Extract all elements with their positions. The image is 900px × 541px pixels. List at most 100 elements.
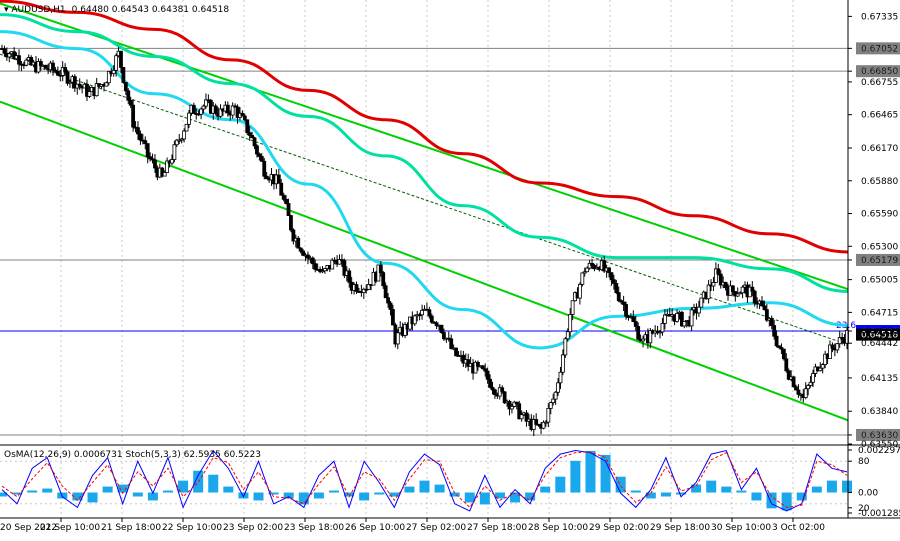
- osma-bar: [600, 454, 611, 493]
- candle-body: [420, 309, 424, 316]
- osma-bar: [419, 480, 430, 493]
- osma-bar: [721, 486, 732, 493]
- x-tick-label: 29 Sep 02:00: [589, 523, 649, 533]
- indicator-tick-label: 20: [858, 504, 870, 514]
- candle-body: [123, 82, 128, 92]
- osma-bar: [117, 484, 128, 493]
- candle-body: [172, 144, 177, 160]
- candle-body: [660, 323, 665, 333]
- candle-body: [301, 250, 305, 256]
- candle-body: [563, 338, 568, 356]
- candle-body: [735, 293, 740, 297]
- price-level-tag: [856, 65, 900, 78]
- candle-body: [412, 315, 417, 325]
- candle-body: [257, 153, 262, 157]
- candle-body: [65, 71, 70, 84]
- candle-body: [476, 361, 480, 367]
- osma-bar: [525, 492, 536, 501]
- candle-body: [796, 389, 801, 395]
- candle-body: [201, 105, 206, 110]
- candle-body: [762, 305, 767, 311]
- candle-body: [429, 315, 434, 323]
- candle-body: [713, 268, 718, 283]
- osma-bar: [344, 492, 355, 497]
- x-tick-label: 29 Sep 18:00: [650, 523, 710, 533]
- candle-body: [55, 71, 60, 76]
- candle-body: [730, 285, 735, 292]
- candle-body: [699, 297, 704, 308]
- candle-body: [165, 160, 170, 173]
- osma-bar: [706, 480, 717, 493]
- candle-body: [2, 48, 7, 54]
- y-tick-label: 0.65880: [861, 177, 898, 187]
- y-tick-label: 0.66465: [861, 111, 898, 121]
- candle-body: [473, 361, 478, 374]
- candle-body: [291, 229, 296, 242]
- candle-body: [182, 130, 187, 140]
- y-tick-label: 0.66850: [861, 67, 898, 77]
- x-tick-label: 23 Sep 18:00: [284, 523, 344, 533]
- osma-bar: [27, 490, 38, 493]
- candle-body: [94, 83, 99, 97]
- osma-bar: [736, 490, 747, 493]
- candle-body: [230, 105, 235, 116]
- candle-body: [131, 104, 136, 128]
- osma-bar: [615, 476, 626, 493]
- x-tick-label: 3 Oct 02:00: [772, 523, 825, 533]
- candle-body: [510, 406, 514, 410]
- candle-body: [119, 50, 123, 68]
- candle-body: [43, 64, 48, 69]
- candle-body: [840, 337, 845, 340]
- candle-body: [553, 391, 558, 400]
- candle-body: [696, 306, 701, 314]
- candles: [0, 44, 849, 437]
- candle-body: [582, 271, 587, 274]
- candle-body: [488, 378, 492, 388]
- candle-body: [565, 331, 570, 340]
- y-tick-label: 0.64550: [861, 327, 898, 337]
- candle-body: [255, 145, 259, 155]
- candle-body: [386, 297, 390, 304]
- osma-bar: [796, 492, 807, 501]
- osma-bar: [630, 490, 641, 493]
- candle-body: [150, 158, 155, 161]
- candle-body: [512, 401, 517, 407]
- candle-body: [199, 108, 204, 115]
- x-tick-label: 23 Sep 02:00: [223, 523, 283, 533]
- osma-bar: [328, 490, 339, 493]
- candle-body: [779, 347, 784, 350]
- candle-body: [568, 314, 573, 333]
- candle-body: [434, 322, 439, 327]
- candle-body: [378, 264, 383, 273]
- candle-body: [264, 175, 269, 180]
- candle-body: [781, 348, 786, 360]
- candle-body: [17, 55, 21, 65]
- osma-bar: [268, 492, 279, 495]
- candle-body: [106, 70, 111, 84]
- price-level-tag: [856, 428, 900, 441]
- price-level-label: 0.63630: [861, 431, 898, 441]
- candle-body: [29, 57, 34, 66]
- candle-body: [772, 325, 777, 337]
- osma-bar: [42, 488, 53, 493]
- candle-body: [490, 386, 495, 391]
- osma-bar: [676, 492, 687, 495]
- indicator-tick-label: -0.0012858: [858, 509, 900, 519]
- candle-body: [38, 61, 43, 67]
- candle-body: [330, 259, 335, 270]
- candle-body: [323, 268, 327, 272]
- candle-body: [485, 370, 490, 380]
- candle-body: [760, 300, 764, 307]
- candle-body: [580, 272, 585, 285]
- stoch-signal-line: [1, 451, 848, 509]
- candle-body: [791, 376, 796, 388]
- candle-body: [403, 323, 407, 336]
- candle-body: [417, 314, 422, 317]
- candle-body: [614, 282, 619, 293]
- candle-body: [820, 364, 825, 369]
- osma-bar: [359, 492, 370, 501]
- candle-body: [342, 260, 347, 276]
- osma-bar: [570, 460, 581, 493]
